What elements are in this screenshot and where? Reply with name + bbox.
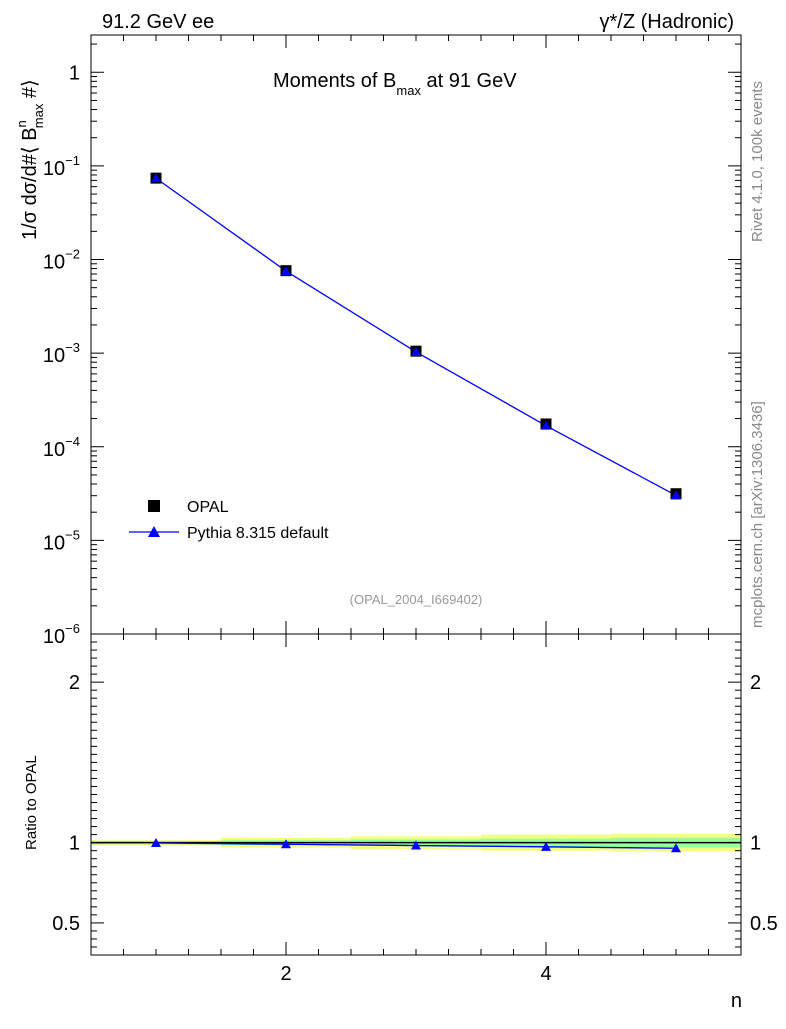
ratio-axes: 2 4 0.5 0.5 1 1 2 2 — [52, 633, 778, 985]
chart-title: Moments of Bmax at 91 GeV — [273, 70, 517, 98]
ratio-y-tick-label-right: 0.5 — [750, 913, 778, 935]
ratio-y-tick-label: 1 — [69, 833, 80, 855]
ratio-y-tick-label-right: 2 — [750, 672, 761, 694]
ratio-y-tick-label: 2 — [69, 672, 80, 694]
pythia-line — [155, 177, 677, 497]
x-tick-label: 2 — [280, 963, 291, 985]
ratio-y-tick-label: 0.5 — [52, 913, 80, 935]
chart-title-sub: max — [396, 83, 421, 98]
y-tick-label: 10−3 — [43, 340, 80, 367]
y-axis-label: 1/σ dσ/d#⟨ Bn max #⟩ — [14, 79, 46, 240]
ratio-pythia-point — [281, 839, 291, 849]
header-right: γ*/Z (Hadronic) — [600, 11, 734, 33]
legend-label-opal: OPAL — [187, 499, 229, 516]
ratio-pythia-point — [671, 843, 681, 853]
chart-title-main: Moments of B — [273, 70, 396, 92]
x-tick-label: 4 — [540, 963, 551, 985]
y-axis-label-sup: n — [14, 120, 29, 127]
ratio-frame — [90, 633, 742, 956]
pythia-point — [411, 346, 421, 356]
pythia-point — [541, 420, 551, 430]
main-axes: 1 10−1 10−2 10−3 10−4 10−5 10−6 — [43, 34, 742, 648]
legend-marker-pythia — [148, 526, 160, 537]
chart-title-tail: at 91 GeV — [421, 70, 517, 92]
y-tick-label: 10−4 — [43, 434, 80, 461]
y-tick-label: 10−1 — [43, 153, 80, 180]
ratio-pythia-point — [151, 837, 161, 847]
legend-label-pythia: Pythia 8.315 default — [187, 525, 329, 542]
legend-marker-opal — [148, 500, 160, 512]
y-axis-label-tail: #⟩ — [19, 79, 41, 103]
y-tick-label: 1 — [69, 62, 80, 84]
x-axis-label: n — [731, 990, 742, 1012]
ratio-pythia-point — [411, 840, 421, 850]
rivet-label: Rivet 4.1.0, 100k events — [749, 81, 766, 242]
ratio-pythia-point — [541, 841, 551, 851]
y-tick-label: 10−6 — [43, 621, 80, 648]
y-axis-label-sub: max — [31, 103, 46, 128]
ratio-y-tick-label-right: 1 — [750, 833, 761, 855]
main-frame — [90, 34, 742, 635]
mcplots-label: mcplots.cern.ch [arXiv:1306.3436] — [749, 401, 766, 628]
analysis-annotation: (OPAL_2004_I669402) — [350, 592, 483, 607]
legend: OPAL Pythia 8.315 default — [129, 499, 329, 542]
y-tick-label: 10−2 — [43, 247, 80, 274]
pythia-point — [281, 266, 291, 276]
pythia-point — [151, 173, 161, 183]
y-tick-label: 10−5 — [43, 527, 80, 554]
pythia-point — [671, 490, 681, 500]
ratio-y-axis-label: Ratio to OPAL — [23, 755, 40, 850]
y-axis-label-main: 1/σ dσ/d#⟨ B — [19, 127, 41, 240]
header-left: 91.2 GeV ee — [102, 11, 214, 33]
